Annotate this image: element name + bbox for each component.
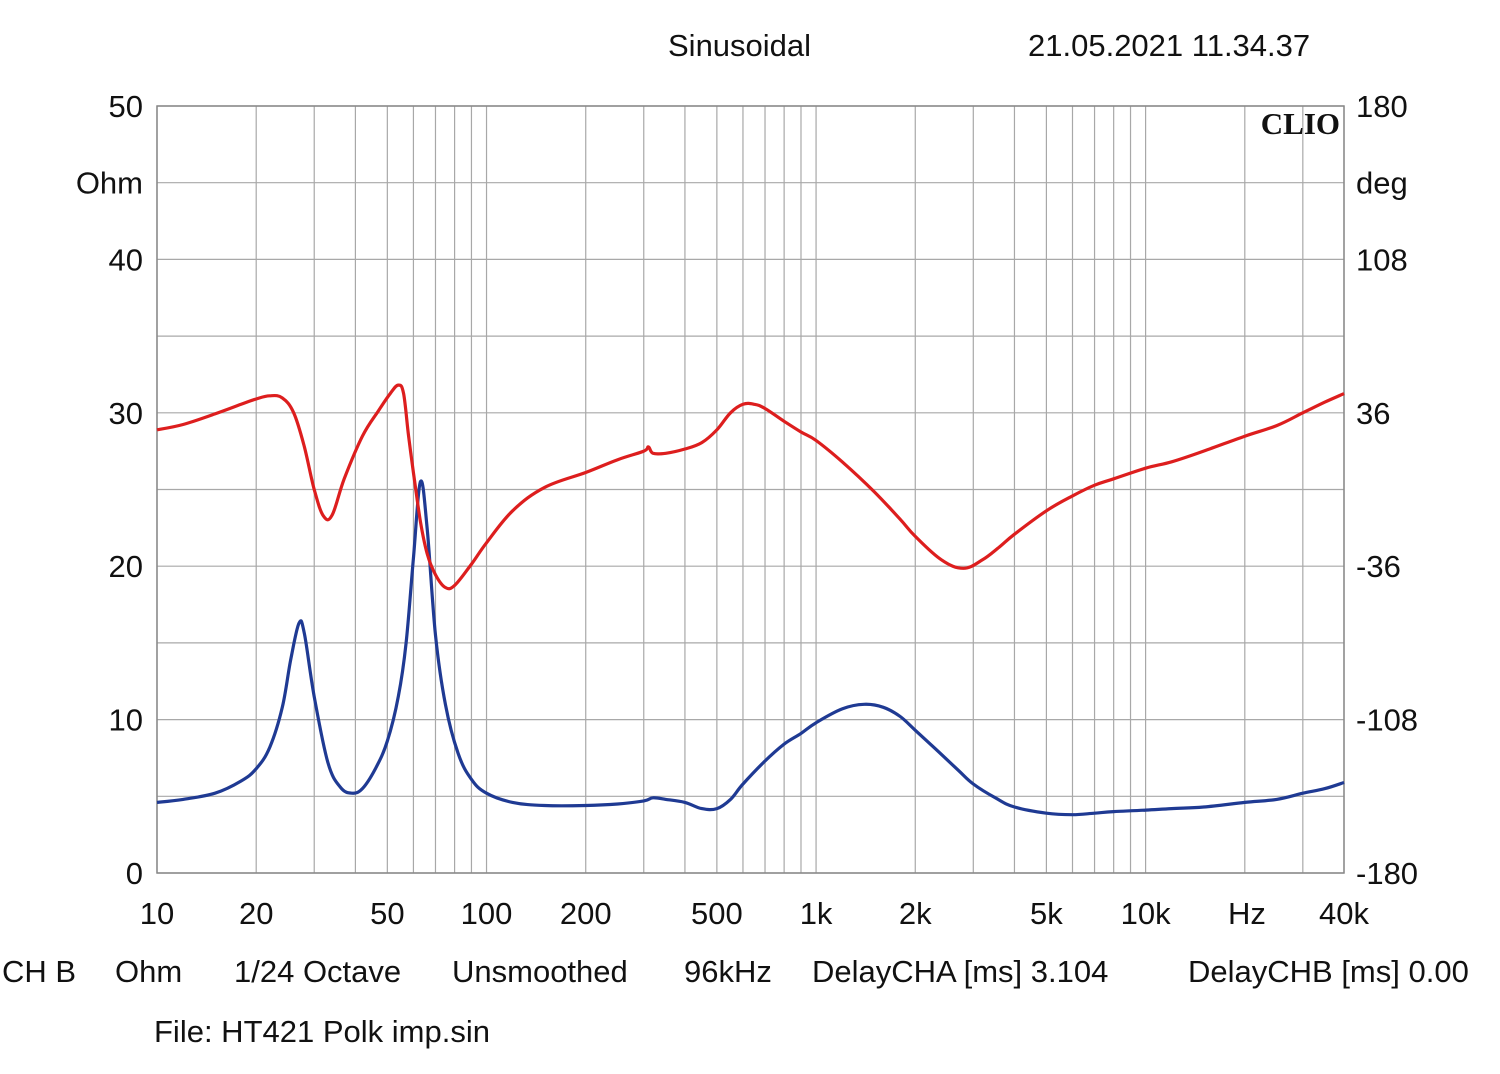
x-tick-label: 5k bbox=[1030, 896, 1063, 931]
x-axis-unit: Hz bbox=[1228, 896, 1266, 931]
footer-delay-chb: DelayCHB [ms] 0.00 bbox=[1188, 956, 1469, 989]
x-tick-label: 200 bbox=[560, 896, 612, 931]
x-tick-label: 50 bbox=[370, 896, 404, 931]
y-tick-label: 20 bbox=[109, 549, 143, 584]
y-tick-label: 10 bbox=[109, 703, 143, 738]
footer-delay-cha: DelayCHA [ms] 3.104 bbox=[812, 956, 1109, 989]
y-tick-label: 30 bbox=[109, 396, 143, 431]
y2-tick-label: -108 bbox=[1356, 703, 1418, 738]
x-tick-label: 1k bbox=[800, 896, 833, 931]
impedance-curve bbox=[156, 479, 1345, 817]
chart-labels: 10 20 50 100 200 500 1k 2k 5k 10k 40k 0 10 20 30 40 50 -1… bbox=[76, 89, 1418, 931]
x-tick-label: 2k bbox=[899, 896, 932, 931]
y-tick-label: 50 bbox=[109, 89, 143, 124]
y2-tick-label: 36 bbox=[1356, 396, 1390, 431]
footer-smoothing: Unsmoothed bbox=[452, 956, 628, 989]
x-tick-label: 100 bbox=[461, 896, 513, 931]
footer-sample-rate: 96kHz bbox=[684, 956, 772, 989]
x-tick-label: 10k bbox=[1121, 896, 1171, 931]
plot-frame bbox=[156, 105, 1345, 874]
y2-tick-label: -180 bbox=[1356, 856, 1418, 891]
measurement-timestamp: 21.05.2021 11.34.37 bbox=[1028, 28, 1311, 63]
y-axis-unit: Ohm bbox=[76, 166, 143, 201]
y-tick-label: 0 bbox=[126, 856, 143, 891]
x-tick-label: 40k bbox=[1319, 896, 1369, 931]
y-tick-label: 40 bbox=[109, 242, 143, 277]
footer-settings: CH B Ohm 1/24 Octave Unsmoothed 96kHz De… bbox=[2, 956, 1500, 990]
measurement-mode: Sinusoidal bbox=[668, 28, 812, 63]
clio-logo: CLIO bbox=[1261, 106, 1340, 141]
y2-axis-unit: deg bbox=[1356, 166, 1408, 201]
chart-grid bbox=[156, 105, 1345, 874]
chart-curves bbox=[156, 383, 1345, 817]
file-name: File: HT421 Polk imp.sin bbox=[154, 1014, 490, 1049]
footer-channel: CH B bbox=[2, 956, 77, 989]
y2-tick-label: 108 bbox=[1356, 242, 1408, 277]
footer-unit: Ohm bbox=[115, 956, 183, 989]
y2-tick-label: -36 bbox=[1356, 549, 1401, 584]
y2-tick-label: 180 bbox=[1356, 89, 1408, 124]
x-tick-label: 500 bbox=[691, 896, 743, 931]
phase-curve bbox=[156, 383, 1345, 591]
x-tick-label: 20 bbox=[239, 896, 273, 931]
x-tick-label: 10 bbox=[140, 896, 174, 931]
footer-resolution: 1/24 Octave bbox=[234, 956, 402, 989]
